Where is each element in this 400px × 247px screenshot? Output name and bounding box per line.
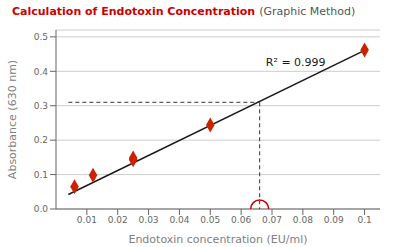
- svg-text:0.5: 0.5: [34, 32, 48, 42]
- svg-text:0.06: 0.06: [231, 215, 251, 225]
- svg-text:0.02: 0.02: [108, 215, 128, 225]
- svg-text:0.01: 0.01: [77, 215, 97, 225]
- svg-text:0.2: 0.2: [34, 135, 48, 145]
- svg-text:0.05: 0.05: [200, 215, 220, 225]
- svg-text:Absorbance (630 nm): Absorbance (630 nm): [6, 60, 19, 179]
- svg-text:0.4: 0.4: [34, 67, 49, 77]
- svg-text:0.1: 0.1: [34, 170, 48, 180]
- svg-text:0.03: 0.03: [139, 215, 159, 225]
- svg-text:0.0: 0.0: [34, 204, 49, 214]
- svg-text:0.09: 0.09: [324, 215, 344, 225]
- html-text:Calculation of Endotoxin Conce: Calculation of Endotoxin Concentration (…: [12, 5, 356, 18]
- svg-text:0.08: 0.08: [293, 215, 313, 225]
- svg-text:0.04: 0.04: [169, 215, 189, 225]
- svg-text:0.3: 0.3: [34, 101, 48, 111]
- svg-text:R² = 0.999: R² = 0.999: [266, 56, 326, 69]
- svg-text:0.1: 0.1: [357, 215, 371, 225]
- svg-text:Endotoxin concentration (EU/ml: Endotoxin concentration (EU/ml): [128, 233, 307, 246]
- svg-text:0.07: 0.07: [262, 215, 282, 225]
